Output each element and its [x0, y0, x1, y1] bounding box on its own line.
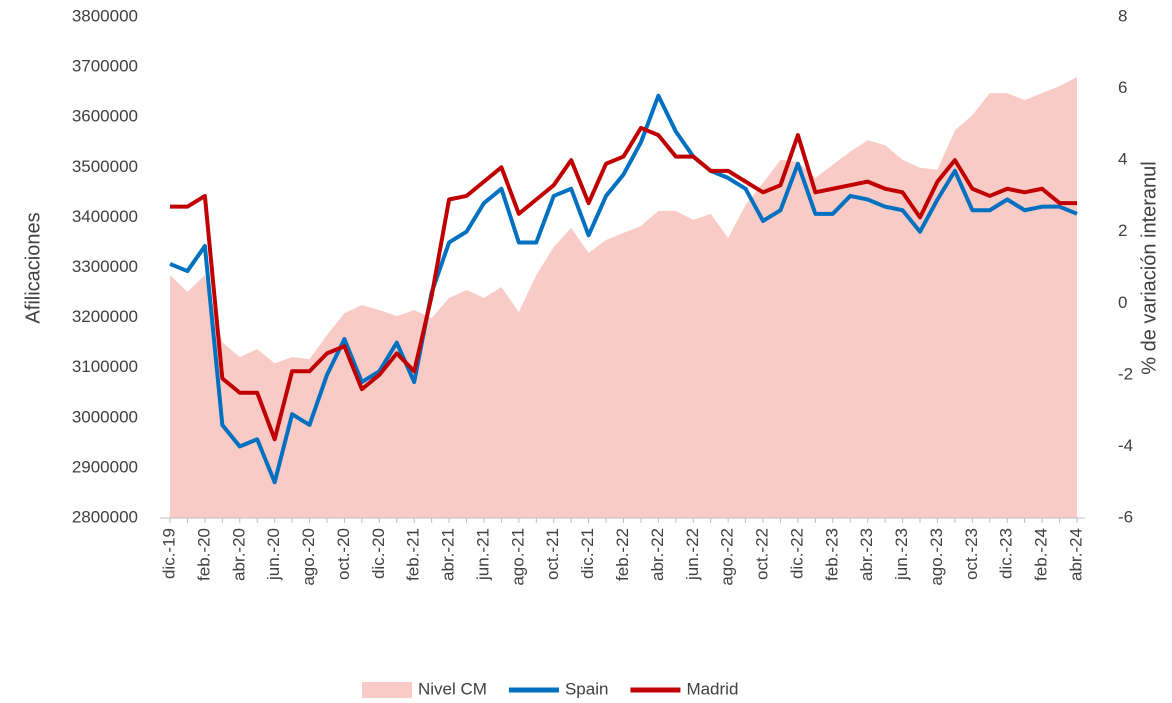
y2-axis-label: % de variación interanul	[1138, 161, 1160, 374]
y2-tick-label: 4	[1118, 150, 1127, 169]
x-tick-label: feb.-22	[613, 528, 632, 581]
y2-tick-label: -4	[1118, 436, 1133, 455]
x-tick-label: dic.-22	[787, 528, 806, 579]
y-tick-label: 3500000	[72, 157, 138, 176]
x-tick-label: feb.-21	[404, 528, 423, 581]
y-tick-label: 3600000	[72, 107, 138, 126]
y2-tick-label: -6	[1118, 507, 1133, 526]
x-tick-label: ago.-22	[718, 528, 737, 586]
legend-swatch	[362, 682, 412, 698]
x-tick-label: abr.-23	[857, 528, 876, 581]
x-tick-label: oct.-21	[543, 528, 562, 580]
y-axis-label: Afilicaciones	[22, 212, 44, 323]
y-tick-label: 3700000	[72, 57, 138, 76]
line	[169, 93, 1078, 485]
x-tick-label: oct.-20	[334, 528, 353, 580]
x-tick-label: ago.-21	[508, 528, 527, 586]
x-tick-label: dic.-19	[159, 528, 178, 579]
x-tick-label: abr.-21	[439, 528, 458, 581]
x-tick-label: dic.-20	[369, 528, 388, 579]
x-tick-label: feb.-20	[194, 528, 213, 581]
y-tick-label: 3400000	[72, 207, 138, 226]
x-tick-label: abr.-20	[229, 528, 248, 581]
legend-label: Spain	[565, 679, 608, 698]
area	[170, 77, 1077, 519]
legend-label: Nivel CM	[418, 679, 487, 698]
x-tick-label: abr.-24	[1066, 528, 1085, 581]
x-tick-label: feb.-24	[1032, 528, 1051, 581]
y2-tick-label: 0	[1118, 293, 1127, 312]
y-tick-label: 3300000	[72, 257, 138, 276]
y-tick-label: 3000000	[72, 407, 138, 426]
y2-tick-label: -2	[1118, 364, 1133, 383]
legend-label: Madrid	[686, 679, 738, 698]
x-tick-label: jun.-21	[473, 528, 492, 581]
x-tick-label: ago.-23	[927, 528, 946, 586]
y-tick-label: 3100000	[72, 357, 138, 376]
y-tick-label: 2900000	[72, 457, 138, 476]
y-tick-label: 2800000	[72, 507, 138, 526]
y2-tick-label: 6	[1118, 78, 1127, 97]
y2-tick-label: 8	[1118, 6, 1127, 25]
x-tick-label: feb.-23	[822, 528, 841, 581]
x-tick-label: jun.-22	[683, 528, 702, 581]
x-tick-label: abr.-22	[648, 528, 667, 581]
y-tick-label: 3200000	[72, 307, 138, 326]
y2-tick-label: 2	[1118, 221, 1127, 240]
x-tick-label: jun.-20	[264, 528, 283, 581]
line	[170, 125, 1077, 442]
x-tick-label: ago.-20	[299, 528, 318, 586]
x-tick-label: dic.-23	[997, 528, 1016, 579]
x-tick-label: oct.-22	[753, 528, 772, 580]
x-tick-label: dic.-21	[578, 528, 597, 579]
y-tick-label: 3800000	[72, 6, 138, 25]
x-tick-label: jun.-23	[892, 528, 911, 581]
x-tick-label: oct.-23	[962, 528, 981, 580]
